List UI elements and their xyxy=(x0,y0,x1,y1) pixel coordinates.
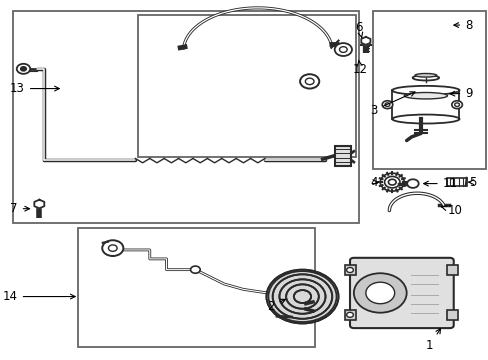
Bar xyxy=(372,12,485,169)
Polygon shape xyxy=(34,200,44,208)
Ellipse shape xyxy=(404,93,447,99)
Text: 3: 3 xyxy=(370,92,414,117)
Ellipse shape xyxy=(412,75,438,81)
Circle shape xyxy=(334,43,351,56)
Text: 12: 12 xyxy=(352,60,367,76)
Ellipse shape xyxy=(391,86,459,95)
Text: 13: 13 xyxy=(10,82,59,95)
Circle shape xyxy=(17,64,30,74)
Text: 5: 5 xyxy=(468,176,475,189)
Circle shape xyxy=(190,266,200,273)
Text: 8: 8 xyxy=(453,19,472,32)
Text: 7: 7 xyxy=(10,202,29,215)
Circle shape xyxy=(407,179,418,188)
Bar xyxy=(13,12,358,223)
Text: 11: 11 xyxy=(423,177,457,190)
Circle shape xyxy=(346,312,353,318)
Text: 10: 10 xyxy=(441,204,462,217)
Bar xyxy=(138,15,356,157)
Circle shape xyxy=(346,267,353,273)
Bar xyxy=(345,265,355,275)
Circle shape xyxy=(353,273,406,313)
Circle shape xyxy=(365,282,394,304)
Ellipse shape xyxy=(451,101,462,109)
Bar xyxy=(345,310,355,320)
FancyBboxPatch shape xyxy=(349,258,453,328)
Circle shape xyxy=(268,271,336,322)
Polygon shape xyxy=(361,37,370,45)
Text: 2: 2 xyxy=(267,299,285,313)
Bar xyxy=(447,310,457,320)
Circle shape xyxy=(300,74,319,89)
Ellipse shape xyxy=(414,73,436,77)
Bar xyxy=(447,265,457,275)
FancyBboxPatch shape xyxy=(334,146,351,166)
Circle shape xyxy=(20,67,26,71)
Bar xyxy=(447,178,466,186)
Ellipse shape xyxy=(384,103,389,107)
Text: 6: 6 xyxy=(355,21,362,37)
Circle shape xyxy=(387,179,395,185)
Bar xyxy=(78,228,315,347)
Text: 4: 4 xyxy=(370,176,377,189)
Text: 9: 9 xyxy=(449,87,472,100)
Ellipse shape xyxy=(382,101,392,109)
Circle shape xyxy=(380,173,404,191)
Ellipse shape xyxy=(391,114,459,123)
Text: 14: 14 xyxy=(3,290,75,303)
Circle shape xyxy=(384,176,399,188)
Text: 1: 1 xyxy=(425,329,440,352)
Ellipse shape xyxy=(454,103,459,107)
Circle shape xyxy=(102,240,123,256)
